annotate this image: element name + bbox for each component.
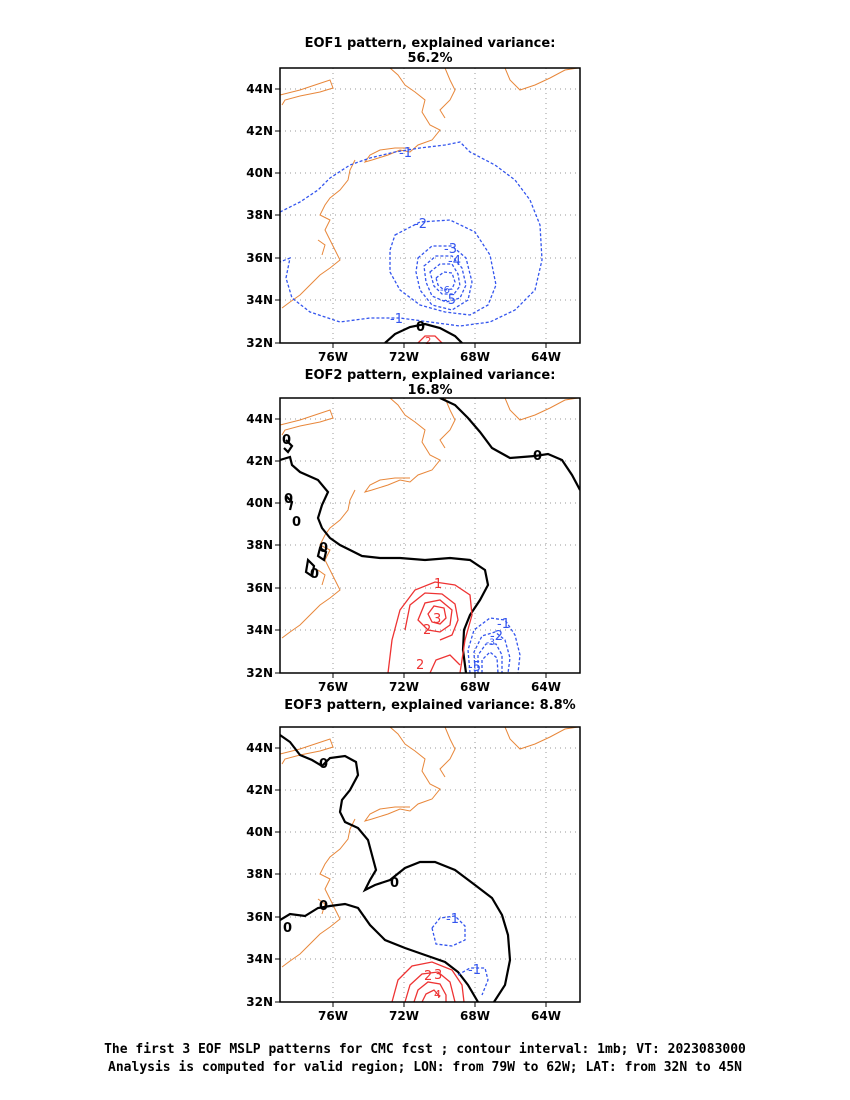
panel-1-title: EOF1 pattern, explained variance: 56.2% <box>304 36 556 66</box>
panel-1-coastline <box>280 68 579 309</box>
contour-label: -1 <box>390 312 403 327</box>
contour-label: 3 <box>433 612 441 627</box>
lat-label: 32N <box>246 995 273 1009</box>
contour-label: 0 <box>319 541 328 556</box>
panel-3-zero-contours <box>280 734 512 1002</box>
contour-label: -1 <box>446 912 459 927</box>
panel-2-map: 0 0 0 0 0 0 1 3 2 2 -1 -2 -3 -5 32N 34N <box>246 397 581 694</box>
contour-label: 0 <box>284 492 293 507</box>
lon-label: 76W <box>318 680 348 694</box>
caption-line-2: Analysis is computed for valid region; L… <box>108 1060 742 1075</box>
panel-2-coastline <box>280 398 579 639</box>
lat-label: 34N <box>246 952 273 966</box>
lon-label: 68W <box>460 350 490 364</box>
lat-label: 42N <box>246 783 273 797</box>
lon-label: 68W <box>460 1009 490 1023</box>
caption-line-1: The first 3 EOF MSLP patterns for CMC fc… <box>104 1042 746 1057</box>
lat-label: 44N <box>246 741 273 755</box>
contour-label: 0 <box>310 567 319 582</box>
contour-label: -5 <box>468 660 481 675</box>
contour-label: 0 <box>292 515 301 530</box>
panel-1-negative-contours <box>280 141 543 327</box>
lon-label: 64W <box>531 1009 561 1023</box>
contour-label: 0 <box>533 449 542 464</box>
contour-label: -3 <box>444 242 457 257</box>
contour-label: 2 <box>416 658 424 673</box>
lat-label: 34N <box>246 623 273 637</box>
contour-label: -5 <box>443 293 456 308</box>
contour-label: 0 <box>282 433 291 448</box>
contour-label: -1 <box>399 146 412 161</box>
contour-label: 3 <box>434 968 442 983</box>
lat-label: 36N <box>246 581 273 595</box>
contour-label: 2 <box>425 336 431 347</box>
contour-label: 2 <box>424 969 432 984</box>
panel-3-positive-contours <box>391 961 465 1002</box>
panel-2-negative-contours <box>467 617 521 673</box>
lat-label: 44N <box>246 82 273 96</box>
lat-label: 36N <box>246 251 273 265</box>
contour-label: -2 <box>414 217 427 232</box>
contour-label: -1 <box>468 963 481 978</box>
lat-label: 38N <box>246 538 273 552</box>
panel-3-frame <box>279 726 581 1003</box>
panel-1-positive-contour <box>417 335 443 343</box>
lat-label: 36N <box>246 910 273 924</box>
contour-label: 0 <box>390 876 399 891</box>
lon-label: 76W <box>318 1009 348 1023</box>
lat-label: 38N <box>246 208 273 222</box>
contour-label: 4 <box>434 988 441 1001</box>
panel-1-map: -1 -1 -2 -3 -4 -5 -6 0 2 32N 34N 36N 38N… <box>246 67 581 364</box>
caption: The first 3 EOF MSLP patterns for CMC fc… <box>0 1041 850 1077</box>
lon-label: 72W <box>389 1009 419 1023</box>
panel-2-zero-contours <box>280 398 580 673</box>
panel-3-title: EOF3 pattern, explained variance: 8.8% <box>284 698 576 713</box>
lat-label: 40N <box>246 496 273 510</box>
panel-3-coastline <box>280 727 579 968</box>
contour-label: -2 <box>490 629 503 644</box>
lat-label: 32N <box>246 336 273 350</box>
lat-label: 32N <box>246 666 273 680</box>
panel-2-title: EOF2 pattern, explained variance: 16.8% <box>304 368 556 398</box>
panel-2-positive-contours <box>387 581 473 673</box>
lat-label: 42N <box>246 454 273 468</box>
panel-2-contour-labels: 0 0 0 0 0 0 1 3 2 2 -1 -2 -3 -5 <box>282 433 542 675</box>
contour-label: 2 <box>423 623 431 638</box>
lon-label: 72W <box>389 680 419 694</box>
lon-label: 76W <box>318 350 348 364</box>
contour-label: -1 <box>497 617 510 632</box>
panel-2-grid <box>280 398 580 673</box>
lon-label: 72W <box>389 350 419 364</box>
panel-3-negative-contours <box>431 915 489 996</box>
contour-label: 0 <box>319 899 328 914</box>
contour-label: 0 <box>416 320 425 335</box>
contour-label: -6 <box>440 285 450 296</box>
panel-1-frame <box>279 67 581 344</box>
contour-label: -3 <box>486 638 495 648</box>
panel-1-grid <box>280 68 580 343</box>
lon-label: 64W <box>531 680 561 694</box>
contour-label: 0 <box>319 757 328 772</box>
lat-label: 40N <box>246 166 273 180</box>
panel-3-contour-labels: 0 0 0 0 -1 -1 2 3 4 <box>283 757 481 1001</box>
panel-3-map: 0 0 0 0 -1 -1 2 3 4 32N 34N 36N 38N 40N … <box>246 726 581 1023</box>
panel-2-frame <box>279 397 581 674</box>
lat-label: 38N <box>246 867 273 881</box>
contour-label: 1 <box>434 577 442 592</box>
lon-label: 68W <box>460 680 490 694</box>
contour-label: -4 <box>448 254 461 269</box>
lat-label: 34N <box>246 293 273 307</box>
panel-1-zero-contour <box>384 322 463 343</box>
lat-label: 40N <box>246 825 273 839</box>
panel-1-contour-labels: -1 -1 -2 -3 -4 -5 -6 0 2 <box>390 146 461 347</box>
lat-label: 44N <box>246 412 273 426</box>
contour-label: 0 <box>283 921 292 936</box>
lat-label: 42N <box>246 124 273 138</box>
lon-label: 64W <box>531 350 561 364</box>
